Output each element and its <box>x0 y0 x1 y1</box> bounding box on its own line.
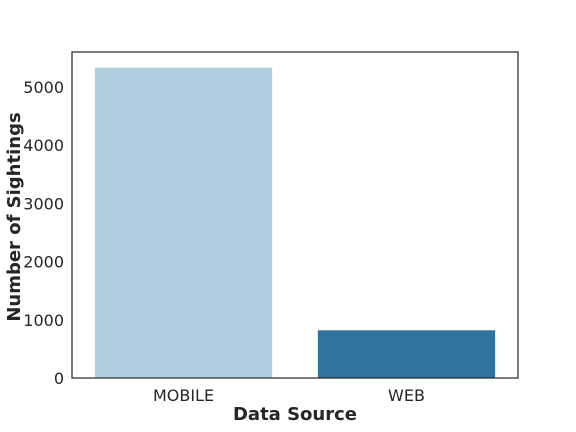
bars-layer <box>94 67 496 378</box>
y-tick-label: 4000 <box>23 136 64 155</box>
plot-frame <box>71 51 519 379</box>
y-tick-label: 1000 <box>23 311 64 330</box>
y-tick-label: 0 <box>54 369 64 388</box>
y-axis-label: Number of Sightings <box>4 112 25 321</box>
y-tick-label: 3000 <box>23 194 64 213</box>
x-axis-label: Data Source <box>233 404 357 425</box>
x-tick-label: WEB <box>388 386 425 405</box>
bar-web <box>317 330 496 378</box>
y-axis-ticks: 0 1000 2000 3000 4000 5000 <box>23 78 64 388</box>
y-tick-label: 5000 <box>23 78 64 97</box>
y-tick-label: 2000 <box>23 253 64 272</box>
x-tick-label: MOBILE <box>153 386 214 405</box>
x-axis-ticks: MOBILE WEB <box>153 386 425 405</box>
bar-mobile <box>94 67 273 378</box>
